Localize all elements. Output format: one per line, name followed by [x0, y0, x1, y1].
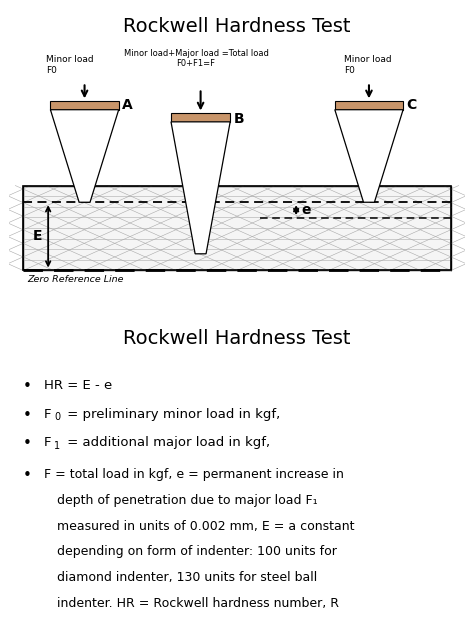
Text: •: • — [23, 408, 32, 423]
Text: = additional major load in kgf,: = additional major load in kgf, — [63, 436, 270, 449]
Text: depth of penetration due to major load F₁: depth of penetration due to major load F… — [57, 494, 318, 507]
Text: •: • — [23, 379, 32, 394]
Text: indenter. HR = Rockwell hardness number, R: indenter. HR = Rockwell hardness number,… — [57, 597, 339, 611]
Bar — [23, 186, 451, 270]
Text: E: E — [33, 229, 43, 243]
Bar — [171, 113, 230, 122]
Text: Minor load
F0: Minor load F0 — [344, 55, 392, 75]
Text: 1: 1 — [54, 441, 60, 451]
Text: Minor load+Major load =Total load
F0+F1=F: Minor load+Major load =Total load F0+F1=… — [124, 49, 268, 68]
Text: measured in units of 0.002 mm, E = a constant: measured in units of 0.002 mm, E = a con… — [57, 520, 355, 533]
Text: F: F — [44, 408, 51, 421]
Text: Rockwell Hardness Test: Rockwell Hardness Test — [123, 17, 351, 36]
Polygon shape — [335, 110, 403, 202]
Text: C: C — [406, 98, 417, 112]
Text: Minor load
F0: Minor load F0 — [46, 55, 93, 75]
Text: Rockwell Hardness Test: Rockwell Hardness Test — [123, 329, 351, 348]
Text: •: • — [23, 436, 32, 451]
Text: 0: 0 — [54, 413, 60, 422]
Text: •: • — [23, 468, 32, 483]
Polygon shape — [50, 110, 119, 202]
Text: F = total load in kgf, e = permanent increase in: F = total load in kgf, e = permanent inc… — [44, 468, 344, 481]
Bar — [335, 101, 403, 110]
Bar — [23, 186, 451, 270]
Text: A: A — [122, 98, 133, 112]
Text: e: e — [301, 203, 311, 217]
Bar — [50, 101, 119, 110]
Text: diamond indenter, 130 units for steel ball: diamond indenter, 130 units for steel ba… — [57, 571, 318, 585]
Text: F: F — [44, 436, 51, 449]
Text: HR = E - e: HR = E - e — [44, 379, 112, 392]
Text: Zero Reference Line: Zero Reference Line — [27, 275, 124, 284]
Text: B: B — [233, 112, 244, 126]
Polygon shape — [171, 122, 230, 254]
Text: = preliminary minor load in kgf,: = preliminary minor load in kgf, — [63, 408, 280, 421]
Text: depending on form of indenter: 100 units for: depending on form of indenter: 100 units… — [57, 545, 337, 559]
